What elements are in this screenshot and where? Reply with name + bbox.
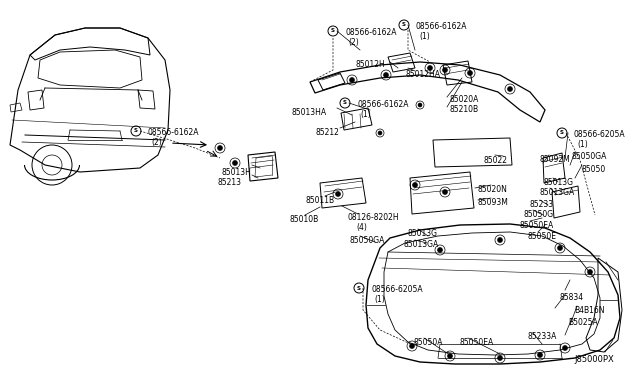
Text: 85020A: 85020A: [449, 95, 478, 104]
Text: (1): (1): [577, 140, 588, 149]
Text: 85013GA: 85013GA: [540, 188, 575, 197]
Circle shape: [538, 353, 543, 357]
Text: 85050EA: 85050EA: [460, 338, 494, 347]
Circle shape: [442, 67, 447, 73]
Text: 85093M: 85093M: [478, 198, 509, 207]
Text: 85213: 85213: [218, 178, 242, 187]
Text: S: S: [343, 100, 347, 106]
Text: S: S: [560, 131, 564, 135]
Text: 85050: 85050: [582, 165, 606, 174]
Text: 85011B: 85011B: [305, 196, 334, 205]
Text: 85013H: 85013H: [222, 168, 252, 177]
Circle shape: [442, 189, 447, 195]
Text: S: S: [402, 22, 406, 28]
Text: S: S: [134, 128, 138, 134]
Circle shape: [349, 77, 355, 83]
Text: (1): (1): [419, 32, 429, 41]
Text: S: S: [357, 285, 361, 291]
Text: 08566-6162A: 08566-6162A: [345, 28, 397, 37]
Text: 85050A: 85050A: [414, 338, 444, 347]
Text: 85012H: 85012H: [355, 60, 385, 69]
Text: (2): (2): [151, 138, 162, 147]
Circle shape: [335, 192, 340, 196]
Text: 85212: 85212: [316, 128, 340, 137]
Circle shape: [232, 160, 237, 166]
Text: 85050GA: 85050GA: [571, 152, 606, 161]
Text: 08126-8202H: 08126-8202H: [348, 213, 399, 222]
Circle shape: [410, 343, 415, 349]
Text: S: S: [331, 29, 335, 33]
Text: B5025A: B5025A: [568, 318, 598, 327]
Text: (1): (1): [374, 295, 385, 304]
Circle shape: [418, 103, 422, 107]
Circle shape: [467, 71, 472, 76]
Circle shape: [563, 346, 568, 350]
Text: 85050GA: 85050GA: [350, 236, 385, 245]
Text: (4): (4): [356, 223, 367, 232]
Text: (1): (1): [360, 110, 371, 119]
Circle shape: [378, 131, 382, 135]
Text: 85233A: 85233A: [527, 332, 556, 341]
Text: 85010B: 85010B: [289, 215, 318, 224]
Text: 08566-6162A: 08566-6162A: [357, 100, 408, 109]
Circle shape: [588, 269, 593, 275]
Text: 85013G: 85013G: [407, 229, 437, 238]
Text: 85013HA: 85013HA: [292, 108, 327, 117]
Text: 85210B: 85210B: [449, 105, 478, 114]
Circle shape: [383, 73, 388, 77]
Text: 08566-6205A: 08566-6205A: [574, 130, 626, 139]
Text: (2): (2): [348, 38, 359, 47]
Text: 85233: 85233: [530, 200, 554, 209]
Text: 08566-6205A: 08566-6205A: [371, 285, 422, 294]
Circle shape: [428, 65, 433, 71]
Circle shape: [218, 145, 223, 151]
Text: 85834: 85834: [560, 293, 584, 302]
Text: 08566-6162A: 08566-6162A: [416, 22, 467, 31]
Text: 85022: 85022: [484, 156, 508, 165]
Circle shape: [497, 356, 502, 360]
Text: 85050EA: 85050EA: [519, 221, 553, 230]
Text: J85000PX: J85000PX: [574, 355, 614, 364]
Text: 85020N: 85020N: [478, 185, 508, 194]
Text: 85012HA: 85012HA: [406, 70, 441, 79]
Circle shape: [497, 237, 502, 243]
Text: 85092M: 85092M: [540, 155, 571, 164]
Circle shape: [447, 353, 452, 359]
Text: 08566-6162A: 08566-6162A: [148, 128, 200, 137]
Text: B4B16N: B4B16N: [574, 306, 605, 315]
Text: 85013G: 85013G: [544, 178, 574, 187]
Circle shape: [413, 183, 417, 187]
Text: 85050G: 85050G: [523, 210, 553, 219]
Text: 85013GA: 85013GA: [403, 240, 438, 249]
Circle shape: [438, 247, 442, 253]
Text: 85050E: 85050E: [528, 232, 557, 241]
Circle shape: [557, 246, 563, 250]
Circle shape: [508, 87, 513, 92]
